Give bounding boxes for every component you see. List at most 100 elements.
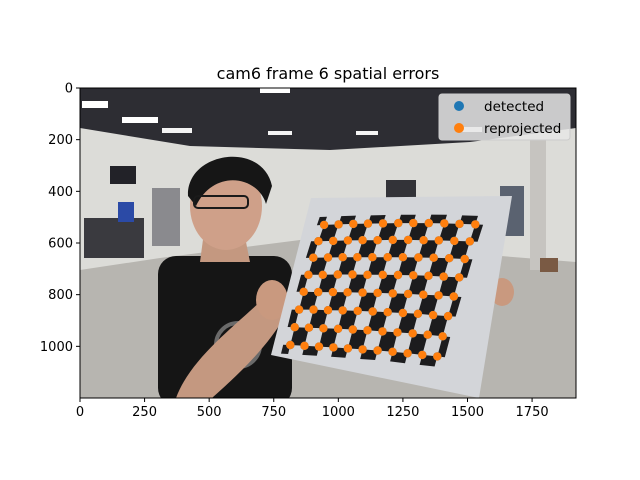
y-tick-label: 0 — [65, 82, 73, 97]
checkerboard-square — [357, 292, 378, 312]
checkerboard-square — [427, 315, 449, 337]
x-tick-label: 500 — [197, 405, 222, 420]
checkerboard-square — [357, 240, 378, 258]
reprojected-point — [363, 219, 373, 228]
y-tick-label: 400 — [48, 185, 73, 200]
x-axis: 0 250 500 750 1000 1250 1500 1750 — [76, 398, 549, 420]
legend: detected reprojected — [438, 93, 571, 141]
reprojected-point — [333, 324, 343, 333]
reprojected-point — [348, 325, 357, 334]
ceiling-light — [356, 131, 378, 135]
hair — [187, 156, 272, 206]
reprojected-point — [299, 287, 308, 296]
checkerboard-square — [418, 240, 439, 258]
legend-label-detected: detected — [484, 99, 544, 115]
reprojected-point — [378, 219, 388, 228]
reprojected-point — [418, 350, 427, 360]
y-tick-label: 1000 — [40, 340, 73, 355]
reprojected-points — [286, 218, 480, 361]
reprojected-point — [314, 237, 323, 246]
x-tick-label: 1500 — [451, 405, 484, 420]
reprojected-point — [314, 287, 323, 297]
reprojected-point — [383, 308, 392, 317]
checkerboard-square — [328, 292, 348, 311]
chart-title: cam6 frame 6 spatial errors — [217, 64, 440, 83]
reprojected-point — [368, 307, 377, 316]
reprojected-point — [294, 305, 304, 314]
reprojected-point — [443, 311, 453, 321]
reprojected-point — [329, 343, 338, 352]
x-tick-label: 1000 — [322, 405, 355, 420]
reprojected-point — [465, 237, 474, 246]
ceiling-light — [82, 101, 108, 108]
reprojected-point — [378, 327, 387, 336]
checkerboard-square — [398, 257, 419, 276]
checkerboard-square — [448, 296, 462, 317]
reprojected-point — [290, 323, 299, 332]
reprojected-point — [434, 236, 443, 245]
monitor — [110, 166, 136, 184]
reprojected-point — [333, 270, 342, 279]
reprojected-point — [424, 271, 433, 280]
reprojected-point — [460, 254, 469, 264]
reprojected-point — [434, 291, 443, 300]
reprojected-point — [368, 253, 377, 262]
reprojected-point — [398, 308, 408, 318]
reprojected-point — [428, 310, 438, 320]
reprojected-point — [373, 346, 382, 355]
reprojected-point — [319, 324, 328, 333]
reprojected-point — [328, 287, 338, 297]
checkerboard-square — [408, 275, 429, 295]
reprojected-point — [394, 218, 403, 228]
glasses — [193, 195, 249, 209]
reprojected-point — [433, 352, 442, 361]
reprojected-point — [393, 270, 403, 280]
reprojected-point — [349, 219, 358, 229]
legend-marker-reprojected — [454, 123, 464, 133]
reprojected-point — [338, 306, 347, 315]
checkerboard-square — [449, 240, 470, 259]
legend-box — [438, 93, 571, 141]
reprojected-point — [455, 273, 464, 282]
checkerboard-square — [407, 333, 428, 355]
reprojected-point — [439, 272, 448, 281]
reprojected-point — [455, 219, 464, 229]
ceiling-light — [268, 131, 292, 135]
checkerboard-square — [347, 329, 368, 350]
checkerboard-square — [438, 223, 460, 241]
reprojected-point — [353, 306, 362, 316]
checkerboard-square — [438, 276, 460, 297]
reprojected-point — [314, 342, 324, 351]
checkerboard-square — [305, 241, 319, 258]
reprojected-point — [343, 344, 353, 353]
y-axis: 0 200 400 600 800 1000 — [40, 82, 80, 355]
reprojected-point — [393, 328, 402, 337]
reprojected-point — [309, 305, 318, 314]
checkerboard-square — [377, 274, 398, 294]
legend-label-reprojected: reprojected — [484, 121, 561, 137]
checkerboard-square — [296, 274, 309, 292]
checkerboard-square — [387, 239, 409, 258]
checkerboard-square — [377, 331, 398, 352]
reprojected-point — [413, 309, 423, 318]
x-tick-label: 1750 — [516, 405, 549, 420]
ceiling-light — [260, 88, 290, 93]
checkerboard-square — [338, 310, 358, 330]
reprojected-point — [329, 236, 338, 246]
x-tick-label: 250 — [132, 405, 157, 420]
reprojected-point — [429, 253, 438, 262]
ceiling-light — [162, 128, 192, 133]
reprojected-point — [471, 220, 480, 229]
x-tick-label: 750 — [261, 405, 286, 420]
checkerboard-square — [387, 293, 409, 313]
y-tick-label: 200 — [48, 133, 73, 148]
reprojected-point — [450, 236, 459, 246]
reprojected-point — [343, 288, 352, 297]
checkerboard-square — [290, 327, 309, 346]
checkerboard-square — [408, 223, 429, 241]
checkerboard-square — [367, 311, 388, 332]
checkerboard-square — [437, 336, 451, 358]
legend-marker-detected — [454, 101, 464, 111]
reprojected-point — [334, 220, 343, 229]
